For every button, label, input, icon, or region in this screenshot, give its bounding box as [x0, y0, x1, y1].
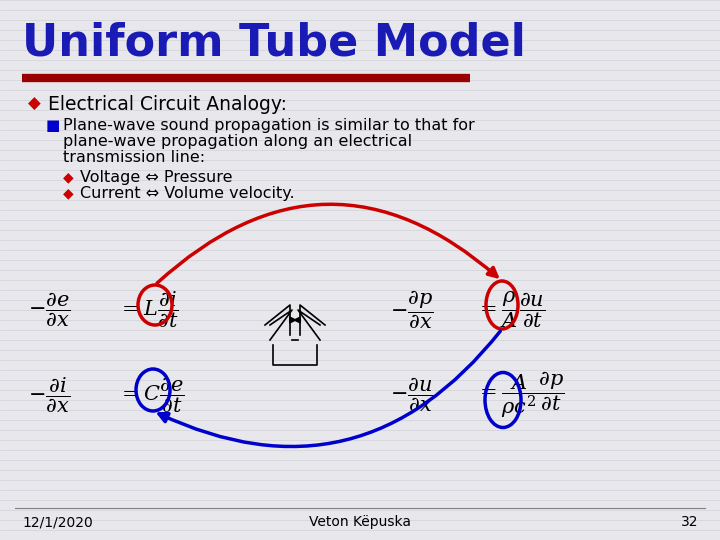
Text: 12/1/2020: 12/1/2020 [22, 515, 93, 529]
Text: Uniform Tube Model: Uniform Tube Model [22, 22, 526, 65]
Text: $= L\dfrac{\partial i}{\partial t}$: $= L\dfrac{\partial i}{\partial t}$ [118, 290, 179, 330]
Text: 32: 32 [680, 515, 698, 529]
Text: $-\dfrac{\partial i}{\partial x}$: $-\dfrac{\partial i}{\partial x}$ [28, 375, 70, 415]
Text: ◆: ◆ [28, 95, 41, 113]
Text: plane-wave propagation along an electrical: plane-wave propagation along an electric… [63, 134, 412, 149]
Text: Electrical Circuit Analogy:: Electrical Circuit Analogy: [48, 95, 287, 114]
Text: ◆: ◆ [63, 170, 73, 184]
Text: Voltage ⇔ Pressure: Voltage ⇔ Pressure [80, 170, 233, 185]
Text: Current ⇔ Volume velocity.: Current ⇔ Volume velocity. [80, 186, 294, 201]
Text: ◆: ◆ [63, 186, 73, 200]
FancyArrowPatch shape [157, 204, 497, 283]
Text: Veton Këpuska: Veton Këpuska [309, 515, 411, 529]
Text: $-\dfrac{\partial u}{\partial x}$: $-\dfrac{\partial u}{\partial x}$ [390, 376, 433, 414]
Text: $-\dfrac{\partial p}{\partial x}$: $-\dfrac{\partial p}{\partial x}$ [390, 289, 433, 331]
Text: $= \dfrac{A}{\rho c^2}\dfrac{\partial p}{\partial t}$: $= \dfrac{A}{\rho c^2}\dfrac{\partial p}… [476, 370, 565, 420]
Text: $-\dfrac{\partial e}{\partial x}$: $-\dfrac{\partial e}{\partial x}$ [28, 291, 71, 329]
FancyArrowPatch shape [159, 331, 500, 447]
Text: $= \dfrac{\rho}{A}\dfrac{\partial u}{\partial t}$: $= \dfrac{\rho}{A}\dfrac{\partial u}{\pa… [476, 290, 545, 330]
Text: transmission line:: transmission line: [63, 150, 205, 165]
Text: Plane-wave sound propagation is similar to that for: Plane-wave sound propagation is similar … [63, 118, 474, 133]
Text: $= C\dfrac{\partial e}{\partial t}$: $= C\dfrac{\partial e}{\partial t}$ [118, 375, 184, 415]
Text: ■: ■ [46, 118, 60, 133]
